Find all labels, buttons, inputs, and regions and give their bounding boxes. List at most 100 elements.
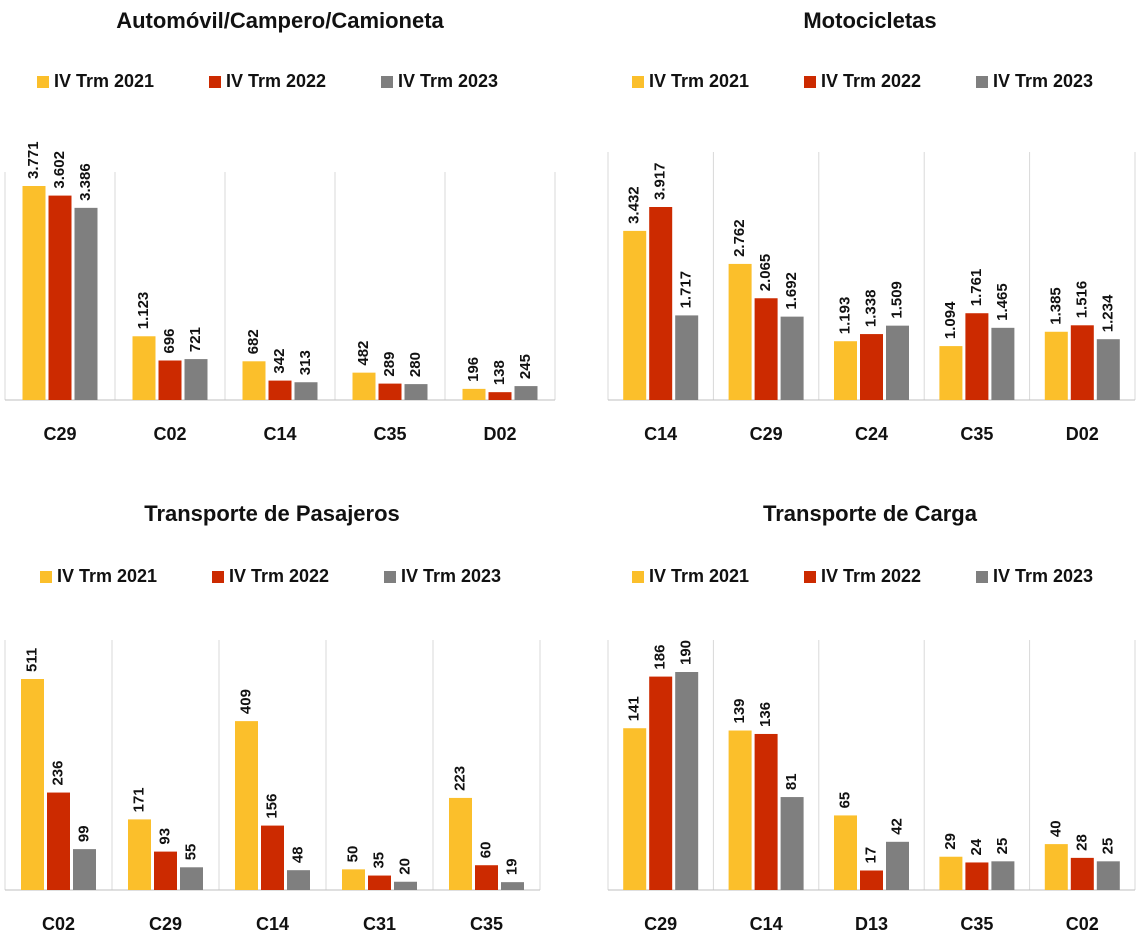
data-label: 3.771 (25, 141, 42, 179)
bar (154, 851, 177, 890)
bar (342, 869, 365, 890)
bar (675, 315, 699, 400)
bar (1044, 331, 1068, 400)
x-tick-label: C14 (644, 424, 677, 444)
bar (501, 882, 524, 890)
x-tick-label: C02 (153, 424, 186, 444)
bar (378, 383, 402, 400)
data-label: 190 (678, 640, 695, 665)
bar (965, 313, 989, 400)
bar (991, 861, 1015, 890)
data-label: 17 (862, 847, 879, 864)
data-label: 93 (156, 828, 173, 845)
data-label: 81 (783, 773, 800, 790)
data-label: 20 (396, 858, 413, 875)
data-label: 223 (451, 766, 468, 791)
bar (623, 728, 647, 890)
data-label: 65 (836, 792, 853, 809)
bar (394, 881, 417, 890)
data-label: 171 (130, 787, 147, 812)
data-label: 1.516 (1073, 281, 1090, 319)
legend-label: IV Trm 2021 (649, 566, 749, 586)
legend-label: IV Trm 2021 (54, 71, 154, 91)
x-tick-label: C35 (960, 914, 993, 934)
data-label: 29 (942, 833, 959, 850)
bar (404, 384, 428, 400)
bar (780, 316, 804, 400)
legend-swatch (632, 571, 644, 583)
x-tick-label: D02 (1066, 424, 1099, 444)
data-label: 1.193 (836, 297, 853, 335)
bar (649, 676, 673, 890)
data-label: 1.692 (783, 272, 800, 310)
bar (675, 672, 699, 890)
data-label: 42 (888, 818, 905, 835)
bar (261, 825, 284, 890)
legend-swatch (976, 76, 988, 88)
bar (352, 372, 376, 400)
bar (21, 679, 44, 890)
bar (268, 380, 292, 400)
bar (1096, 861, 1120, 890)
chart-title: Transporte de Carga (763, 501, 978, 526)
data-label: 280 (407, 352, 424, 377)
bar (1096, 339, 1120, 400)
bar (22, 186, 46, 400)
legend-swatch (381, 76, 393, 88)
bar (180, 867, 203, 890)
bar (158, 360, 182, 400)
legend-swatch (212, 571, 224, 583)
bar (754, 733, 778, 890)
data-label: 24 (968, 838, 985, 855)
bar (754, 298, 778, 400)
data-label: 186 (652, 645, 669, 670)
bar (780, 797, 804, 890)
legend-label: IV Trm 2023 (993, 71, 1093, 91)
data-label: 1.717 (678, 271, 695, 309)
bar (47, 792, 70, 890)
bar (184, 359, 208, 400)
data-label: 289 (381, 352, 398, 377)
bar (48, 195, 72, 400)
bar (514, 386, 538, 400)
x-tick-label: C29 (750, 424, 783, 444)
chart: C29 3.771 3.602 3.386 C02 1.123 696 721 C14 682 34… (4, 8, 556, 444)
legend-swatch (976, 571, 988, 583)
legend-label: IV Trm 2021 (649, 71, 749, 91)
data-label: 245 (517, 354, 534, 379)
x-tick-label: C14 (750, 914, 783, 934)
data-label: 55 (182, 844, 199, 861)
legend-swatch (209, 76, 221, 88)
data-label: 25 (994, 838, 1011, 855)
data-label: 196 (465, 357, 482, 382)
data-label: 28 (1073, 834, 1090, 851)
bar (623, 230, 647, 400)
legend-swatch (804, 571, 816, 583)
x-tick-label: C14 (256, 914, 289, 934)
data-label: 3.917 (652, 162, 669, 200)
data-label: 1.234 (1099, 294, 1116, 332)
data-label: 48 (289, 846, 306, 863)
bar (834, 815, 857, 890)
data-label: 236 (49, 761, 66, 786)
chart-title: Motocicletas (803, 8, 936, 33)
bar (294, 382, 318, 400)
bar (1070, 857, 1094, 890)
chart: C29 141 186 190 C14 139 136 81 D13 65 17 42 C35 29 24 2… (607, 501, 1136, 934)
x-tick-label: C14 (263, 424, 296, 444)
x-tick-label: C31 (363, 914, 396, 934)
data-label: 156 (263, 794, 280, 819)
bar (449, 797, 472, 890)
data-label: 482 (355, 341, 372, 366)
x-tick-label: C24 (855, 424, 888, 444)
data-label: 99 (75, 825, 92, 842)
bar (991, 327, 1015, 400)
data-label: 313 (297, 350, 314, 375)
data-label: 136 (757, 702, 774, 727)
legend-label: IV Trm 2023 (398, 71, 498, 91)
data-label: 511 (23, 648, 40, 672)
data-label: 1.094 (942, 301, 959, 339)
bar (886, 325, 909, 400)
bar (128, 819, 151, 890)
